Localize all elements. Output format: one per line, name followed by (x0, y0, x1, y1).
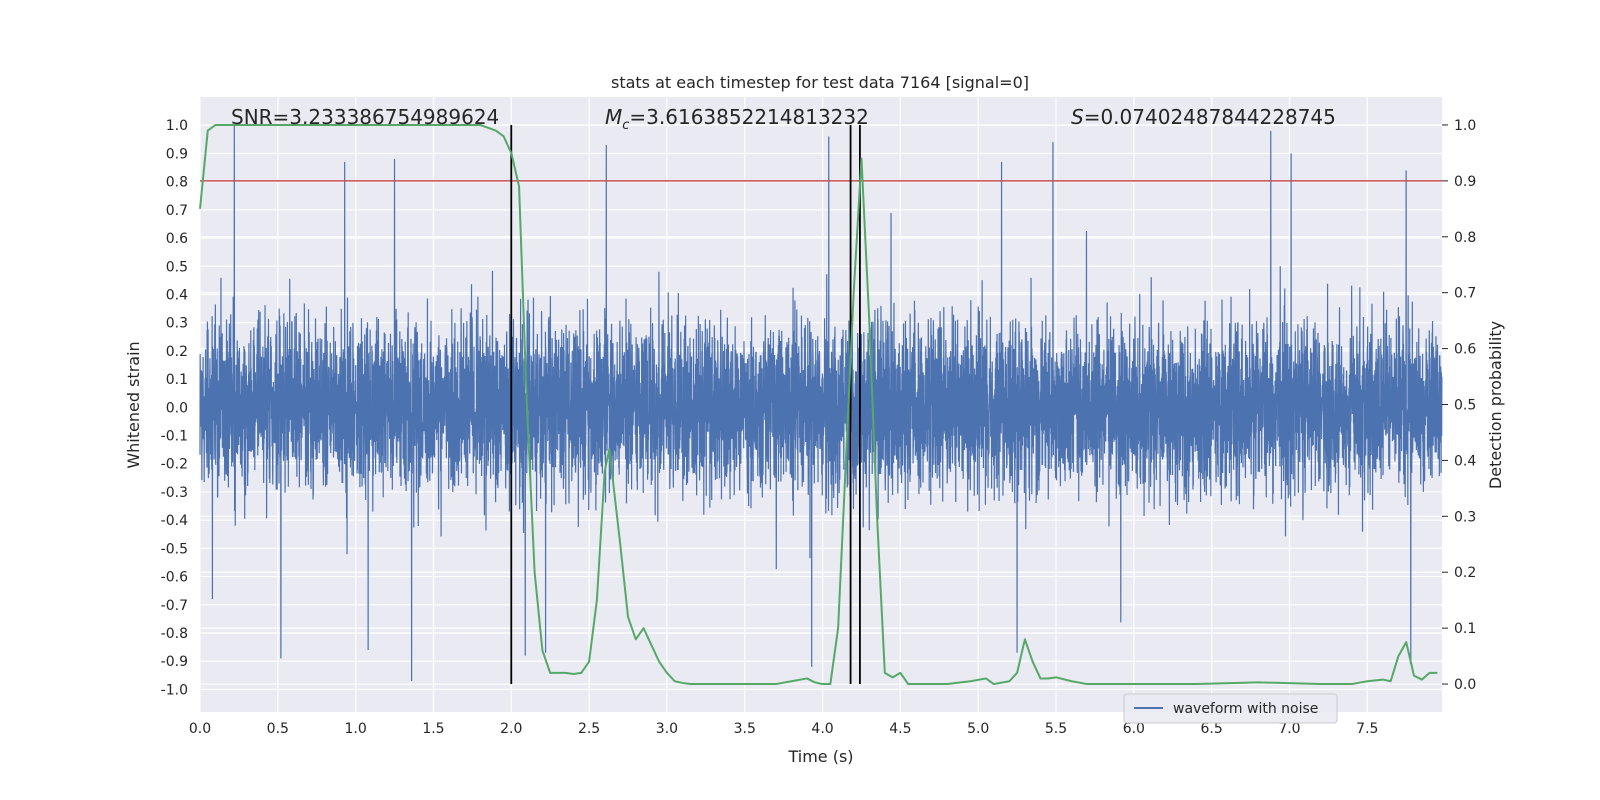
x-tick-label: 4.0 (811, 721, 833, 737)
y-tick-label: 1.0 (166, 118, 188, 134)
x-tick-label: 0.5 (267, 721, 289, 737)
x-tick-label: 4.5 (889, 721, 911, 737)
x-tick-label: 7.0 (1278, 721, 1300, 737)
chart-title: stats at each timestep for test data 716… (611, 73, 1029, 92)
y2-tick-label: 0.8 (1454, 230, 1476, 246)
y-tick-label: -0.6 (161, 570, 188, 586)
y-tick-label: 0.1 (166, 372, 188, 388)
y-tick-label: -0.9 (161, 654, 188, 670)
x-tick-label: 5.0 (967, 721, 989, 737)
s-value: =0.07402487844228745 (1084, 105, 1336, 129)
mc-value: =3.6163852214813232 (629, 105, 868, 129)
s-annotation: S=0.07402487844228745 (1071, 105, 1336, 129)
x-tick-label: 0.0 (189, 721, 211, 737)
y-tick-label: -0.5 (161, 541, 188, 557)
s-symbol: S (1071, 105, 1084, 129)
legend-box (1123, 693, 1338, 724)
y2-tick-label: 0.4 (1454, 453, 1476, 469)
y2-tick-label: 0.9 (1454, 174, 1476, 190)
x-tick-label: 3.5 (734, 721, 756, 737)
legend-label: waveform with noise (1173, 701, 1318, 717)
mc-annotation: Mc=3.6163852214813232 (605, 105, 869, 133)
y-tick-label: -0.8 (161, 626, 188, 642)
y-tick-label: 0.9 (166, 146, 188, 162)
x-tick-label: 7.5 (1356, 721, 1378, 737)
overlays (199, 123, 1442, 686)
y-tick-label: -0.2 (161, 457, 188, 473)
y2-tick-label: 0.7 (1454, 286, 1476, 302)
y-tick-label: 0.3 (166, 316, 188, 332)
y2-axis-label: Detection probability (1486, 321, 1505, 489)
y2-tick-label: 0.6 (1454, 342, 1476, 358)
y-tick-label: -1.0 (161, 682, 188, 698)
y2-tick-label: 0.1 (1454, 621, 1476, 637)
y-axis-label: Whitened strain (124, 341, 143, 468)
x-tick-label: 2.5 (578, 721, 600, 737)
y-tick-label: 0.6 (166, 231, 188, 247)
x-tick-label: 3.0 (656, 721, 678, 737)
y-tick-label: -0.4 (161, 513, 188, 529)
axes: 0.0 0.5 1.0 1.5 2.0 2.5 3.0 3.5 4.0 4.5 5.0 5.5 6.0 6… (161, 118, 1477, 737)
snr-annotation: SNR=3.233386754989624 (231, 105, 499, 129)
waveform-series (199, 125, 1443, 681)
waveform-line (199, 125, 1443, 681)
x-tick-label: 1.5 (422, 721, 444, 737)
mc-subscript: c (622, 118, 629, 133)
x-axis-label: Time (s) (787, 747, 853, 766)
y-tick-label: -0.7 (161, 598, 188, 614)
y2-tick-label: 0.3 (1454, 509, 1476, 525)
mc-symbol: M (605, 105, 622, 129)
y2-tick-label: 0.2 (1454, 565, 1476, 581)
x-tick-label: 1.0 (345, 721, 367, 737)
y-tick-label: 0.2 (166, 344, 188, 360)
x-tick-label: 2.0 (500, 721, 522, 737)
x-tick-label: 6.5 (1201, 721, 1223, 737)
y-tick-label: 0.8 (166, 175, 188, 191)
y2-tick-label: 0.5 (1454, 398, 1476, 414)
y-tick-label: -0.1 (161, 429, 188, 445)
y-tick-label: -0.3 (161, 485, 188, 501)
x-tick-label: 5.5 (1045, 721, 1067, 737)
legend: waveform with noise (1123, 693, 1338, 724)
detection-probability-line (199, 123, 1438, 686)
y-tick-label: 0.4 (166, 287, 188, 303)
y-tick-label: 0.0 (166, 400, 188, 416)
y2-tick-label: 0.0 (1454, 677, 1476, 693)
y-tick-label: 0.5 (166, 259, 188, 275)
x-tick-label: 6.0 (1123, 721, 1145, 737)
y2-tick-label: 1.0 (1454, 118, 1476, 134)
y-tick-label: 0.7 (166, 203, 188, 219)
